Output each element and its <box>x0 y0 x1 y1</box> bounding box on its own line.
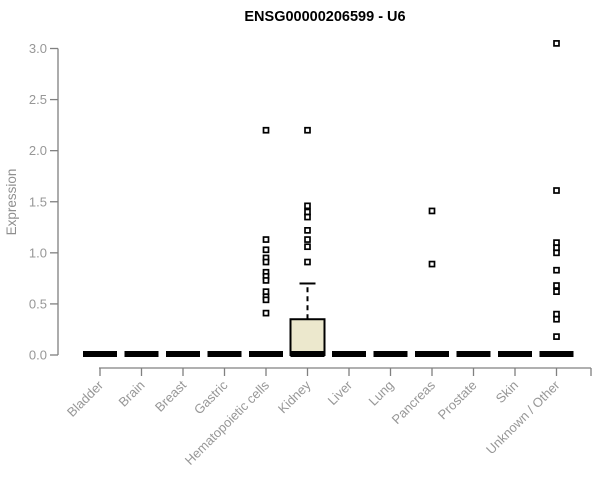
median-bar <box>332 351 366 357</box>
y-tick-label: 0.5 <box>29 296 47 311</box>
x-tick-label: Lung <box>366 378 397 409</box>
outlier-point <box>553 315 560 323</box>
outlier-point <box>553 333 560 340</box>
outlier-point <box>553 187 560 194</box>
outlier-point <box>304 243 311 251</box>
y-axis: 0.0 0.5 1.0 1.5 2.0 2.5 3.0 <box>29 41 59 363</box>
x-tick-label: Brain <box>116 378 148 410</box>
x-tick-label: Unknown / Other <box>483 377 563 457</box>
outlier-point <box>304 258 311 266</box>
outlier-point <box>304 126 311 134</box>
y-tick-label: 1.0 <box>29 245 47 260</box>
outlier-point <box>262 126 270 134</box>
outlier-point <box>262 296 270 304</box>
median-bar <box>249 351 283 357</box>
y-axis-label: Expression <box>4 169 19 236</box>
x-tick-label: Liver <box>325 377 356 408</box>
median-bar <box>207 351 242 357</box>
outlier-point <box>553 282 560 289</box>
outlier-point <box>553 266 560 274</box>
outlier-point <box>304 208 311 216</box>
outlier-point <box>428 260 436 268</box>
outlier-point <box>262 258 270 266</box>
y-tick-label: 1.5 <box>29 194 47 209</box>
outlier-point <box>262 309 270 317</box>
y-tick-label: 3.0 <box>29 41 47 56</box>
median-bar <box>166 351 200 357</box>
outlier-point <box>553 40 560 47</box>
median-bar <box>373 351 408 357</box>
y-tick-label: 2.0 <box>29 143 47 158</box>
plot-area <box>83 40 574 357</box>
x-tick-label: Kidney <box>275 377 314 416</box>
outlier-point <box>262 236 270 243</box>
outlier-point <box>553 249 560 257</box>
outlier-point <box>262 288 270 296</box>
outlier-point <box>553 310 560 318</box>
x-tick-label: Pancreas <box>389 377 439 427</box>
median-bar <box>83 351 117 357</box>
outlier-point <box>262 246 270 254</box>
median-bar <box>415 351 449 357</box>
x-tick-label: Gastric <box>191 377 231 417</box>
median-bar <box>498 351 532 357</box>
boxplot-box <box>289 318 326 357</box>
median-bar <box>290 351 325 357</box>
chart-title: ENSG00000206599 - U6 <box>244 9 405 25</box>
outlier-point <box>304 236 311 243</box>
median-bar <box>456 351 491 357</box>
x-tick-label: Prostate <box>435 378 480 423</box>
outlier-point <box>553 244 560 252</box>
outlier-point <box>553 288 560 296</box>
outlier-point <box>304 213 311 221</box>
outlier-point <box>304 227 311 234</box>
x-tick-label: Skin <box>493 378 521 406</box>
x-tick-label: Breast <box>152 377 189 414</box>
y-tick-label: 0.0 <box>29 348 47 363</box>
median-bar <box>539 351 574 357</box>
y-tick-label: 2.5 <box>29 92 47 107</box>
outlier-point <box>428 207 436 215</box>
x-tick-label: Bladder <box>64 377 107 420</box>
outlier-point <box>262 277 270 284</box>
median-bar <box>124 351 159 357</box>
outlier-point <box>304 202 311 210</box>
outlier-point <box>553 239 560 246</box>
